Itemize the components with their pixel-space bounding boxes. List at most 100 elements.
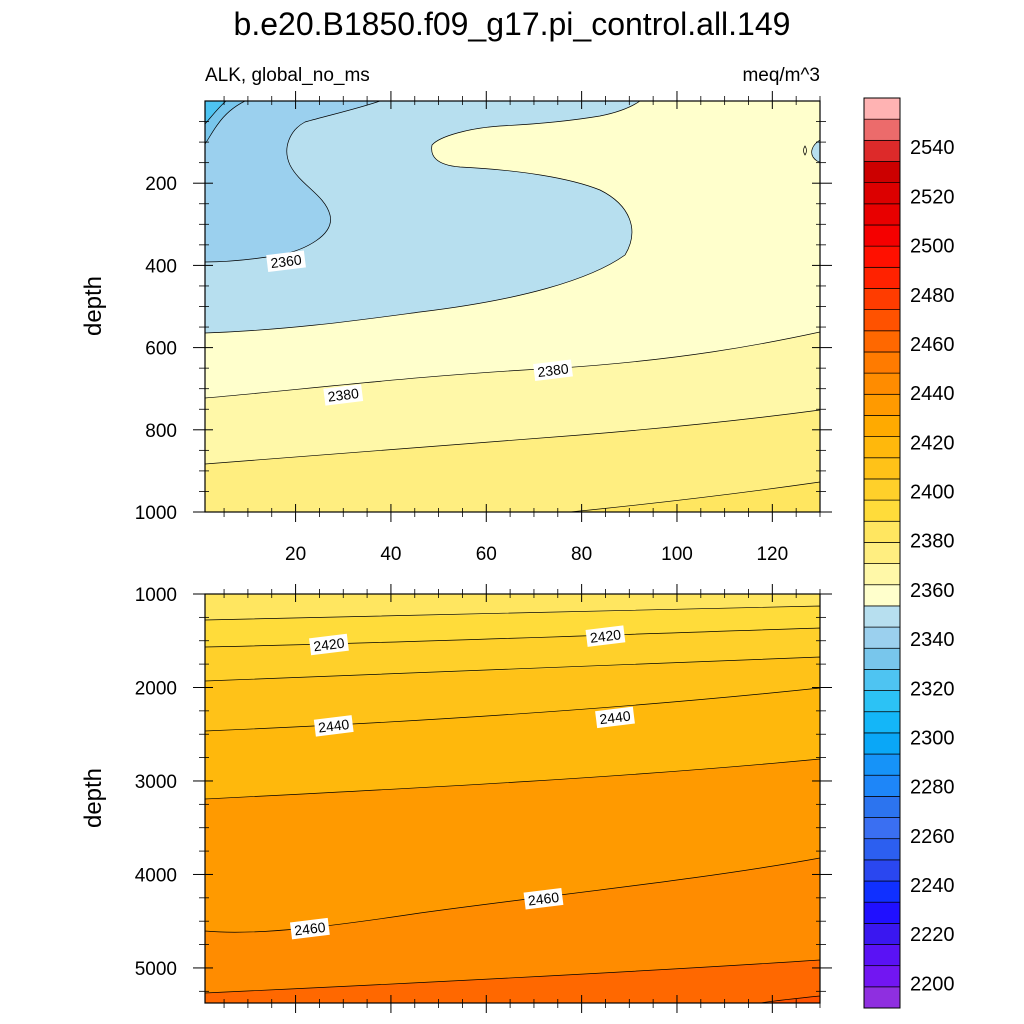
upper-edge-dot <box>803 145 807 156</box>
y-tick-label: 200 <box>145 174 177 195</box>
colorbar-box <box>863 266 901 289</box>
contour-label-box <box>585 625 626 647</box>
colorbar-tick-label: 2260 <box>910 826 955 848</box>
colorbar-box <box>863 922 901 945</box>
contour-label-box <box>595 706 635 729</box>
x-tick-label: 120 <box>756 544 788 565</box>
colorbar-tick-label: 2480 <box>910 285 955 307</box>
x-tick-label: 100 <box>661 544 693 565</box>
contour-label-text: 2420 <box>313 635 346 655</box>
contour-label-box <box>309 633 349 656</box>
colorbar-tick-label: 2220 <box>910 924 955 946</box>
colorbar-box <box>863 542 901 564</box>
colorbar-box <box>863 563 901 586</box>
y-tick-label: 5000 <box>135 959 177 980</box>
colorbar-box <box>863 245 901 268</box>
colorbar-box <box>863 944 901 967</box>
colorbar-box <box>863 732 901 755</box>
colorbar-box <box>863 774 901 797</box>
colorbar-box <box>863 97 901 120</box>
contour-label-box <box>533 359 573 381</box>
colorbar-box <box>863 647 901 670</box>
colorbar-box <box>863 393 901 416</box>
contour-label: 2380 <box>323 384 364 406</box>
colorbar-box <box>863 859 901 882</box>
colorbar-tick-label: 2520 <box>910 186 955 208</box>
chart-title: b.e20.B1850.f09_g17.pi_control.all.149 <box>234 6 791 42</box>
colorbar-tick-label: 2460 <box>910 334 955 356</box>
colorbar-tick-label: 2540 <box>910 137 955 159</box>
contour-label-text: 2460 <box>527 889 560 909</box>
colorbar-box <box>863 838 901 861</box>
contour-label-text: 2380 <box>537 360 570 380</box>
colorbar-box <box>863 415 901 437</box>
contour-label: 2360 <box>266 250 306 273</box>
y-tick-label: 1000 <box>135 503 177 524</box>
colorbar-tick-label: 2320 <box>910 678 955 700</box>
lower-panel-field <box>205 594 820 1003</box>
colorbar-box <box>863 457 901 480</box>
x-tick-label: 20 <box>285 544 306 565</box>
left-subtitle: ALK, global_no_ms <box>205 65 370 86</box>
colorbar-box <box>863 626 901 649</box>
upper-edge-feature <box>811 139 820 163</box>
colorbar-tick-label: 2340 <box>910 629 955 651</box>
colorbar-box <box>863 711 901 734</box>
colorbar-box <box>863 118 901 141</box>
contour-label: 2380 <box>533 359 573 381</box>
upper-fill-2390 <box>205 409 820 512</box>
x-tick-label: 40 <box>380 544 401 565</box>
contour-label-text: 2360 <box>270 251 303 271</box>
colorbar-tick-label: 2500 <box>910 236 955 258</box>
contour-label-text: 2380 <box>327 385 360 405</box>
lower-y-axis-label: depth <box>80 768 107 828</box>
colorbar-box <box>863 182 901 205</box>
colorbar-tick-label: 2380 <box>910 531 955 553</box>
colorbar-box <box>863 986 901 1009</box>
colorbar-box <box>863 605 901 628</box>
colorbar-box <box>863 584 901 607</box>
x-tick-label: 80 <box>571 544 592 565</box>
colorbar-box <box>863 499 901 522</box>
contour-label: 2440 <box>313 715 354 737</box>
x-tick-label: 60 <box>476 544 497 565</box>
axes-layer: 200 400 600 800 1000 1000 2000 3000 4000 5000 20 40… <box>135 91 832 1013</box>
colorbar-box <box>863 351 901 374</box>
upper-y-axis-label: depth <box>80 276 107 336</box>
contour-label-text: 2460 <box>293 919 326 939</box>
colorbar: 2200 2220 2240 2260 2280 2300 2320 2340 2360 2380… <box>863 97 955 1009</box>
colorbar-box <box>863 669 901 691</box>
colorbar-tick-label: 2280 <box>910 777 955 799</box>
colorbar-box <box>863 224 901 247</box>
colorbar-box <box>863 436 901 459</box>
y-tick-label: 2000 <box>135 678 177 699</box>
colorbar-tick-label: 2400 <box>910 482 955 504</box>
colorbar-box <box>863 309 901 332</box>
contour-label: 2440 <box>595 706 635 729</box>
contour-label-text: 2420 <box>589 626 622 646</box>
contour-label: 2420 <box>585 625 626 647</box>
y-tick-label: 4000 <box>135 865 177 886</box>
contour-label-text: 2440 <box>317 716 350 736</box>
lower-fill-2450 <box>205 857 820 1003</box>
colorbar-box <box>863 880 901 903</box>
y-tick-label: 600 <box>145 339 177 360</box>
colorbar-box <box>863 965 901 988</box>
lower-panel-frame <box>204 593 821 1004</box>
colorbar-tick-label: 2300 <box>910 727 955 749</box>
y-tick-label: 1000 <box>135 585 177 606</box>
colorbar-box <box>863 139 901 162</box>
y-tick-label: 800 <box>145 421 177 442</box>
colorbar-tick-label: 2360 <box>910 580 955 602</box>
colorbar-box <box>863 520 901 543</box>
colorbar-box <box>863 690 901 713</box>
contour-label: 2460 <box>289 917 330 940</box>
upper-fill-2350 <box>205 101 381 263</box>
contour-label: 2460 <box>523 888 564 910</box>
colorbar-box <box>863 203 901 226</box>
contour-label: 2420 <box>309 633 349 656</box>
colorbar-box <box>863 161 901 184</box>
upper-panel-field <box>205 101 820 512</box>
colorbar-tick-label: 2420 <box>910 432 955 454</box>
